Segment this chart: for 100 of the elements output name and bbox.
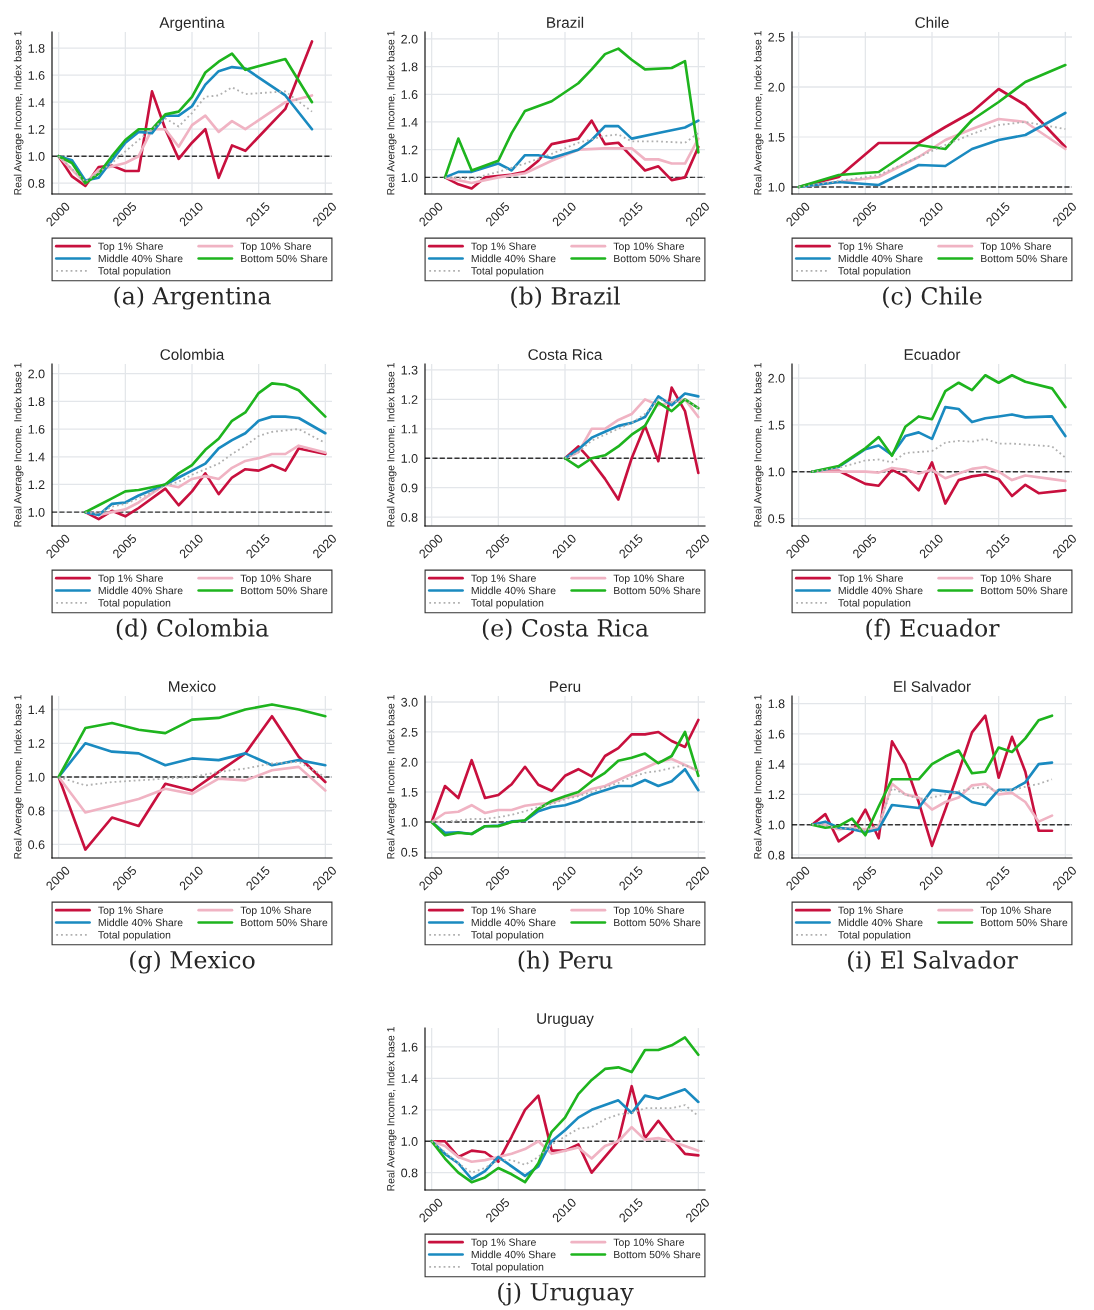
- legend-label: Top 1% Share: [838, 242, 903, 252]
- legend-label: Total population: [98, 598, 171, 609]
- legend-label: Top 1% Share: [838, 906, 903, 916]
- chart-title: Costa Rica: [528, 348, 603, 360]
- y-tick-label: 0.8: [28, 179, 45, 188]
- legend-label: Bottom 50% Share: [614, 586, 701, 595]
- text: (i) El Salvador: [848, 950, 1018, 973]
- y-axis-title: Real Average Income, Index base 1: [386, 695, 397, 859]
- legend-label: Total population: [471, 1262, 544, 1273]
- y-tick-label: 2.0: [768, 373, 785, 383]
- legend-label: Middle 40% Share: [471, 586, 556, 595]
- y-tick-label: 2.0: [401, 757, 418, 767]
- legend-label: Top 10% Share: [980, 242, 1052, 252]
- y-axis-title: Real Average Income, Index base 1: [13, 363, 24, 527]
- legend-label: Top 10% Share: [240, 574, 312, 584]
- line-series: [797, 63, 1067, 189]
- text: (f) Ecuador: [866, 618, 1000, 641]
- y-tick-label: 1.2: [401, 395, 418, 404]
- y-tick-label: 1.6: [28, 424, 45, 434]
- y-tick-label: 0.8: [401, 1168, 418, 1178]
- legend-label: Top 10% Share: [980, 906, 1052, 916]
- chart-title: El Salvador: [894, 680, 971, 692]
- text: (c) Chile: [883, 286, 982, 309]
- y-tick-label: 1.0: [401, 817, 418, 827]
- line-series: [563, 386, 700, 501]
- y-tick-label: 0.8: [401, 512, 418, 522]
- y-tick-label: 1.4: [28, 98, 45, 107]
- y-tick-label: 1.2: [28, 480, 45, 489]
- text: (g) Mexico: [130, 950, 255, 974]
- y-axis-title: Real Average Income, Index base 1: [753, 31, 764, 195]
- y-axis-title: Real Average Income, Index base 1: [386, 363, 397, 527]
- legend-label: Bottom 50% Share: [981, 254, 1068, 263]
- y-tick-label: 0.8: [768, 850, 785, 860]
- y-axis-title: Real Average Income, Index base 1: [386, 1027, 397, 1191]
- y-tick-label: 1.1: [401, 424, 418, 434]
- legend-label: Total population: [838, 598, 911, 609]
- y-tick-label: 2.5: [401, 727, 418, 737]
- legend-label: Top 10% Share: [613, 242, 685, 252]
- y-tick-label: 0.5: [768, 514, 785, 524]
- y-tick-label: 0.6: [28, 840, 45, 850]
- y-tick-label: 1.6: [768, 729, 785, 739]
- y-tick-label: 1.0: [768, 820, 785, 830]
- chart-title: Chile: [915, 16, 949, 28]
- y-tick-label: 3.0: [401, 697, 418, 707]
- line-series: [430, 1125, 700, 1164]
- y-axis-title: Real Average Income, Index base 1: [386, 31, 397, 195]
- y-axis-title: Real Average Income, Index base 1: [13, 31, 24, 195]
- legend-label: Bottom 50% Share: [614, 1250, 701, 1259]
- line-series: [430, 718, 700, 824]
- y-tick-label: 0.9: [401, 483, 418, 493]
- legend-label: Top 1% Share: [471, 574, 536, 584]
- legend-label: Top 10% Share: [240, 906, 312, 916]
- line-series: [57, 760, 327, 787]
- legend-label: Middle 40% Share: [471, 254, 556, 263]
- y-tick-label: 1.5: [401, 787, 418, 797]
- chart-title: Brazil: [547, 16, 584, 28]
- y-tick-label: 1.3: [401, 365, 418, 375]
- legend-label: Top 1% Share: [838, 574, 903, 584]
- legend-label: Bottom 50% Share: [614, 254, 701, 263]
- y-tick-label: 1.4: [28, 705, 45, 715]
- text: (j) Uruguay: [498, 1282, 634, 1306]
- text: (a) Argentina: [114, 286, 271, 310]
- y-tick-label: 1.0: [28, 772, 45, 782]
- y-tick-label: 1.0: [768, 467, 785, 477]
- y-axis-title: Real Average Income, Index base 1: [753, 363, 764, 527]
- y-tick-label: 1.0: [401, 1137, 418, 1146]
- y-tick-label: 1.2: [28, 739, 45, 748]
- y-tick-label: 1.0: [28, 152, 45, 161]
- legend-label: Total population: [471, 930, 544, 941]
- y-tick-label: 1.2: [401, 145, 418, 155]
- legend-label: Middle 40% Share: [471, 918, 556, 927]
- legend-label: Bottom 50% Share: [614, 918, 701, 927]
- y-tick-label: 1.4: [401, 117, 418, 127]
- line-series: [430, 1036, 700, 1184]
- y-tick-label: 1.6: [28, 71, 45, 80]
- chart-title: Colombia: [160, 348, 225, 360]
- y-tick-label: 1.0: [401, 454, 418, 463]
- legend-label: Middle 40% Share: [98, 254, 183, 263]
- y-axis-title: Real Average Income, Index base 1: [13, 695, 24, 859]
- legend-label: Middle 40% Share: [838, 586, 923, 595]
- legend-label: Total population: [838, 266, 911, 277]
- line-series: [810, 373, 1067, 474]
- line-series: [57, 714, 327, 851]
- legend-label: Middle 40% Share: [98, 586, 183, 595]
- legend-label: Top 1% Share: [98, 242, 163, 252]
- line-series: [57, 741, 327, 779]
- y-tick-label: 1.6: [401, 1042, 418, 1052]
- legend-label: Top 10% Share: [613, 906, 685, 916]
- y-tick-label: 2.0: [28, 369, 45, 379]
- text: (e) Costa Rica: [482, 618, 649, 641]
- y-tick-label: 1.0: [28, 507, 45, 517]
- y-tick-label: 1.4: [28, 452, 45, 462]
- y-tick-label: 1.4: [401, 1074, 418, 1083]
- legend-label: Middle 40% Share: [471, 1250, 556, 1259]
- line-series: [84, 382, 327, 514]
- y-tick-label: 1.8: [401, 62, 418, 72]
- legend-label: Top 1% Share: [471, 906, 536, 916]
- text: (d) Colombia: [116, 618, 269, 641]
- chart-title: Mexico: [169, 680, 216, 692]
- text: (h) Peru: [518, 950, 613, 973]
